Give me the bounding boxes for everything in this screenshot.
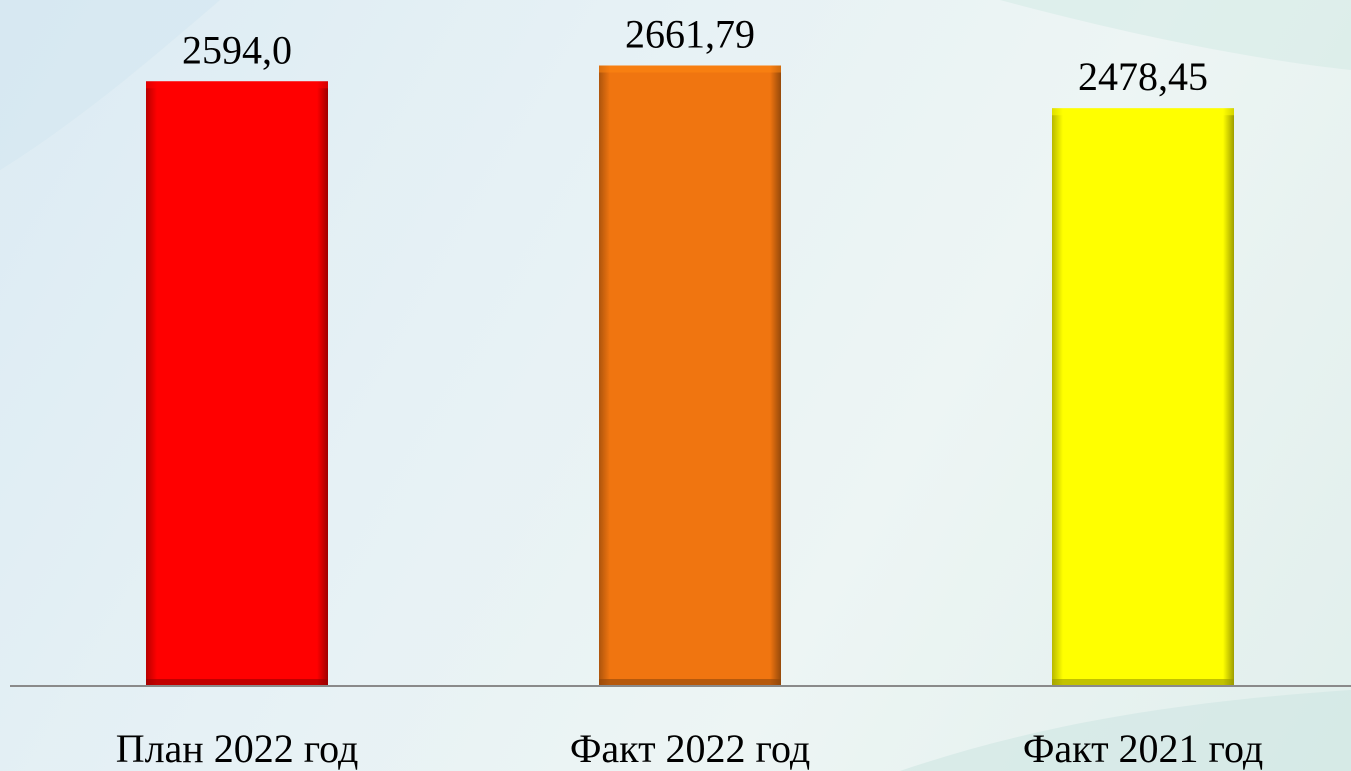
bar-bottom-bevel	[1052, 679, 1234, 686]
data-label: 2478,45	[1078, 54, 1208, 99]
category-tick-label: Факт 2021 год	[1023, 726, 1263, 771]
data-label: 2661,79	[625, 12, 755, 57]
category-tick-label: План 2022 год	[116, 726, 359, 771]
bar	[146, 81, 328, 686]
bar-group	[146, 81, 328, 686]
bar-top-bevel	[599, 65, 781, 73]
bar-bottom-bevel	[146, 679, 328, 686]
category-tick-label: Факт 2022 год	[570, 726, 810, 771]
data-label: 2594,0	[182, 27, 292, 72]
bar-top-bevel	[146, 81, 328, 89]
labels-layer: 2594,0 План 2022 год 2661,79 Факт 2022 год 2…	[116, 12, 1263, 771]
bar-group	[599, 65, 781, 686]
bar-bottom-bevel	[599, 679, 781, 686]
bars-layer	[146, 65, 1234, 687]
bar-top-bevel	[1052, 108, 1234, 116]
bar	[599, 65, 781, 686]
bar-group	[1052, 108, 1234, 687]
bar	[1052, 108, 1234, 687]
